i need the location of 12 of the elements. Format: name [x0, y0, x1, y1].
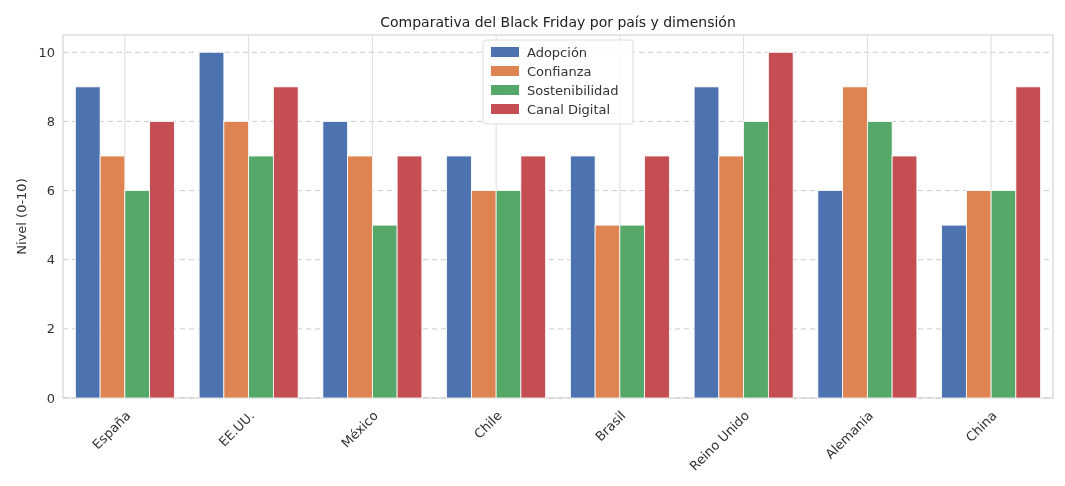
- y-tick-label: 6: [46, 183, 55, 199]
- legend-label: Sostenibilidad: [527, 82, 619, 98]
- y-tick-label: 8: [46, 113, 55, 129]
- legend-label: Adopción: [527, 44, 588, 60]
- y-tick-label: 0: [46, 390, 55, 406]
- y-tick-label: 2: [46, 321, 55, 337]
- y-axis-title: Nivel (0-10): [14, 178, 29, 255]
- y-tick-label: 4: [46, 252, 55, 268]
- legend-label: Confianza: [527, 63, 592, 79]
- chart-title: Comparativa del Black Friday por país y dimensión: [380, 14, 736, 30]
- y-tick-label: 10: [38, 44, 55, 60]
- legend-label: Canal Digital: [527, 101, 611, 117]
